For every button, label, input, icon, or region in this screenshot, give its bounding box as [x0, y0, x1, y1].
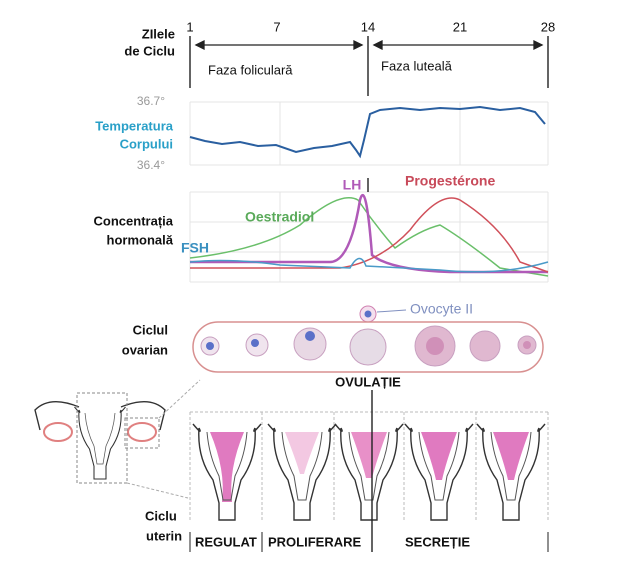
- temp-max: 36.7°: [137, 94, 165, 108]
- day-tick: 21: [453, 19, 467, 34]
- phase-label: Faza luteală: [381, 58, 453, 73]
- days-title: ZIlele: [142, 26, 175, 41]
- oestradiol-label: Oestradiol: [245, 209, 314, 225]
- temp-min: 36.4°: [137, 158, 165, 172]
- uterine-phase: SECREȚIE: [405, 534, 470, 549]
- temperature-label: Temperatura: [95, 118, 174, 133]
- fsh-label: FSH: [181, 240, 209, 256]
- progesterone-curve: [190, 197, 549, 273]
- ovarian-label: ovarian: [122, 342, 168, 357]
- oocyte-nucleus: [364, 310, 372, 318]
- fsh-curve: [189, 257, 549, 273]
- ovarian-label: Ciclul: [133, 322, 168, 337]
- uterine-label: uterin: [146, 528, 182, 543]
- hormone-label: hormonală: [107, 232, 174, 247]
- uterus-stages: [192, 423, 546, 521]
- day-tick: 28: [541, 19, 555, 34]
- oestradiol-curve: [189, 197, 549, 277]
- oocyte-label: Ovocyte II: [410, 301, 473, 317]
- phase-label: Faza foliculară: [208, 62, 293, 77]
- day-tick: 14: [361, 19, 375, 34]
- day-tick: 7: [273, 19, 280, 34]
- uterine-frames: [189, 411, 549, 520]
- phase-arrows: [194, 39, 544, 51]
- lh-label: LH: [343, 177, 362, 193]
- progesterone-label: Progestérone: [405, 173, 495, 189]
- ovulation-label: OVULAȚIE: [335, 374, 401, 389]
- temperature-label: Corpului: [120, 136, 173, 151]
- uterine-phase: REGULAT: [195, 534, 257, 549]
- temperature-curve: [189, 105, 546, 159]
- days-title: de Ciclu: [124, 43, 175, 58]
- uterine-phase: PROLIFERARE: [268, 534, 362, 549]
- follicles: [200, 325, 537, 367]
- day-tick: 1: [186, 19, 193, 34]
- anatomy: [34, 379, 201, 499]
- uterine-label: Ciclu: [145, 508, 177, 523]
- temperature-grid: [189, 101, 549, 166]
- hormone-label: Concentrația: [94, 213, 174, 228]
- oocyte-pointer: [376, 309, 407, 313]
